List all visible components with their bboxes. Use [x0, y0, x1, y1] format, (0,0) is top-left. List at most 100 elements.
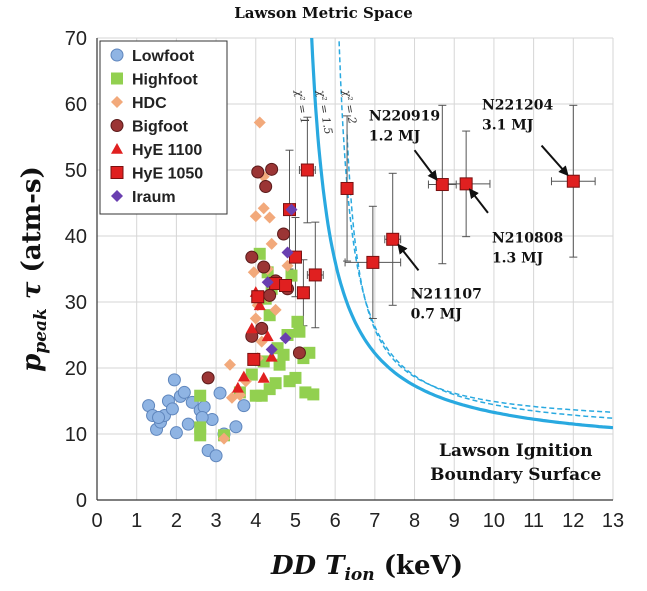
y-tick-label: 30 — [65, 292, 87, 314]
data-point-hye1100 — [257, 371, 270, 383]
annotation-arrow — [397, 243, 420, 271]
annotation-energy: 3.1 MJ — [482, 117, 534, 133]
data-point-highfoot — [307, 388, 320, 401]
y-tick-label: 10 — [65, 424, 87, 446]
y-tick-label: 70 — [65, 28, 87, 50]
annotation-arrow — [413, 149, 438, 181]
data-point-hdc — [218, 432, 231, 445]
x-axis-label: DD Tion (keV) — [270, 551, 463, 585]
data-point-highfoot — [303, 346, 316, 359]
y-axis-label: ppeak τ (atm-s) — [17, 166, 51, 372]
data-point-highfoot — [277, 348, 290, 361]
data-point-lowfoot — [213, 386, 227, 400]
boundary-label: Boundary Surface — [430, 465, 601, 485]
data-point-hye1050 — [435, 178, 449, 192]
annotation-shot: N221204 — [482, 97, 554, 113]
legend-marker-iraum — [111, 190, 123, 202]
data-point-highfoot — [245, 368, 258, 381]
data-point-hdc — [249, 312, 262, 325]
data-point-highfoot — [291, 315, 304, 328]
data-point-bigfoot — [251, 165, 265, 179]
data-point-hye1050 — [296, 286, 310, 300]
annotation-shot: N211107 — [411, 287, 482, 303]
annotation-arrow — [468, 188, 489, 214]
data-point-hdc — [257, 202, 270, 215]
data-point-highfoot — [293, 325, 306, 338]
annotation-shot: N210808 — [492, 231, 563, 247]
data-point-highfoot — [194, 429, 207, 442]
x-tick-label: 2 — [171, 510, 182, 532]
data-point-hye1050 — [566, 174, 580, 188]
data-point-hdc — [253, 116, 266, 129]
x-tick-label: 7 — [369, 510, 380, 532]
data-point-iraum — [261, 276, 274, 289]
data-point-highfoot — [194, 389, 207, 402]
data-point-hdc — [247, 266, 260, 279]
data-point-hdc — [265, 237, 278, 250]
data-point-hye1100 — [261, 330, 274, 342]
legend-label: HyE 1050 — [132, 166, 203, 183]
annotation-energy: 1.2 MJ — [369, 129, 421, 145]
data-point-highfoot — [285, 269, 298, 282]
data-point-hye1050 — [386, 232, 400, 246]
data-point-lowfoot — [169, 426, 183, 440]
legend-label: HyE 1100 — [132, 142, 202, 159]
data-point-lowfoot — [152, 411, 166, 424]
data-point-hye1050 — [247, 352, 261, 366]
data-point-hye1100 — [231, 381, 244, 393]
legend-label: Highfoot — [132, 72, 198, 89]
y-tick-label: 20 — [65, 358, 87, 380]
data-point-lowfoot — [209, 449, 223, 463]
data-point-hye1100 — [253, 299, 266, 311]
data-point-hye1100 — [245, 322, 258, 334]
data-point-iraum — [285, 203, 298, 216]
chart-title: Lawson Metric Space — [234, 4, 413, 22]
data-point-hdc — [249, 210, 262, 223]
boundary-curve — [346, 134, 613, 413]
data-point-bigfoot — [277, 227, 291, 241]
data-point-bigfoot — [259, 180, 273, 193]
data-point-iraum — [281, 246, 294, 259]
data-point-bigfoot — [245, 250, 259, 264]
x-tick-label: 4 — [250, 510, 261, 532]
data-point-lowfoot — [229, 420, 243, 434]
data-point-hye1050 — [288, 250, 302, 264]
data-point-hye1050 — [340, 181, 354, 195]
data-point-lowfoot — [167, 373, 181, 387]
x-tick-label: 13 — [602, 510, 624, 532]
data-point-bigfoot — [263, 288, 277, 302]
x-tick-label: 12 — [562, 510, 584, 532]
boundary-curve-label: χ² = 1 — [292, 88, 311, 125]
boundary-label: Lawson Ignition — [439, 441, 592, 461]
data-point-bigfoot — [257, 260, 271, 274]
boundary-curve-label: χ² = 2 — [340, 88, 359, 125]
annotation-energy: 0.7 MJ — [411, 307, 463, 323]
legend-label: HDC — [132, 95, 167, 112]
x-tick-label: 0 — [91, 510, 102, 532]
boundary-curve — [310, 38, 613, 430]
data-point-bigfoot — [292, 346, 306, 360]
data-point-iraum — [279, 332, 292, 345]
x-tick-label: 1 — [131, 510, 142, 532]
legend-label: Bigfoot — [132, 119, 189, 136]
legend-marker-lowfoot — [110, 48, 124, 62]
data-point-lowfoot — [197, 400, 211, 414]
data-point-hye1050 — [366, 255, 380, 269]
data-point-iraum — [265, 343, 278, 356]
x-tick-label: 9 — [449, 510, 460, 532]
data-point-hdc — [263, 211, 276, 224]
y-tick-label: 0 — [76, 490, 87, 512]
y-tick-label: 60 — [65, 94, 87, 116]
data-point-hye1100 — [237, 370, 250, 382]
legend-label: Iraum — [132, 189, 176, 206]
x-tick-label: 3 — [211, 510, 222, 532]
legend-marker-highfoot — [111, 72, 123, 85]
data-point-bigfoot — [255, 321, 269, 335]
data-point-bigfoot — [201, 371, 215, 385]
y-tick-label: 50 — [65, 160, 87, 182]
data-point-hye1050 — [279, 279, 293, 292]
annotation-energy: 1.3 MJ — [492, 251, 544, 267]
data-point-hye1050 — [251, 290, 265, 304]
x-tick-label: 11 — [523, 510, 544, 532]
